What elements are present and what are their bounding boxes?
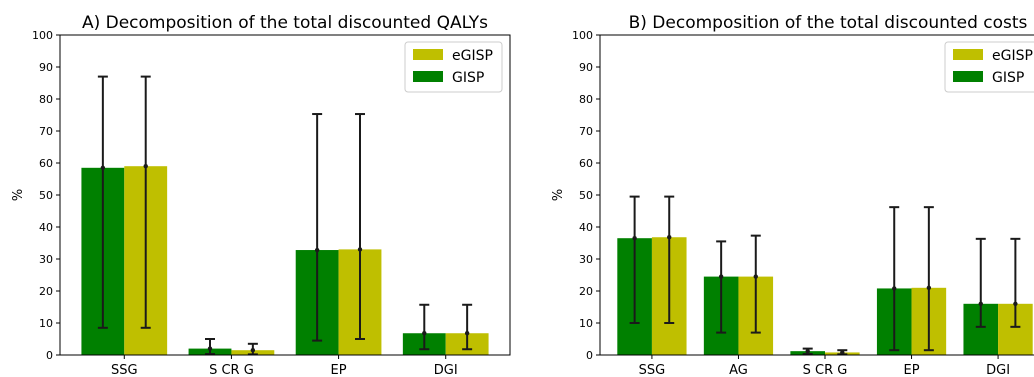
legend-swatch-egisp — [413, 49, 443, 60]
mean-marker-gisp-ep — [892, 286, 897, 291]
legend-label-gisp: GISP — [992, 70, 1024, 86]
mean-marker-gisp-s-cr-g — [207, 346, 213, 351]
mean-marker-egisp-ssg — [667, 235, 672, 240]
x-tick-label: SSG — [639, 363, 666, 377]
x-tick-label: S CR G — [803, 363, 848, 377]
y-tick-label: 40 — [39, 221, 53, 234]
y-tick-label: 80 — [39, 93, 53, 106]
y-tick-label: 90 — [579, 61, 593, 74]
y-tick-label: 90 — [39, 61, 53, 74]
y-axis-label: % — [551, 189, 566, 201]
mean-marker-gisp-dgi — [422, 331, 427, 336]
y-tick-label: 0 — [46, 349, 53, 362]
x-tick-label: EP — [904, 363, 920, 377]
y-tick-label: 30 — [579, 253, 593, 266]
x-tick-label: SSG — [111, 363, 138, 377]
mean-marker-egisp-ep — [357, 247, 363, 252]
chart-panel-a: A) Decomposition of the total discounted… — [11, 13, 511, 377]
y-tick-label: 80 — [579, 93, 593, 106]
x-tick-label: AG — [729, 363, 748, 377]
mean-marker-egisp-dgi — [464, 331, 470, 336]
y-tick-label: 40 — [579, 221, 593, 234]
mean-marker-egisp-ep — [926, 285, 932, 290]
y-tick-label: 30 — [39, 253, 53, 266]
legend-label-egisp: eGISP — [992, 48, 1033, 64]
x-tick-label: S CR G — [209, 363, 254, 377]
y-tick-label: 60 — [39, 157, 53, 170]
legend: eGISP GISP — [404, 41, 503, 93]
y-tick-label: 60 — [579, 157, 593, 170]
mean-marker-egisp-s-cr-g — [840, 350, 845, 355]
legend-swatch-gisp — [413, 71, 443, 82]
mean-marker-gisp-ssg — [100, 165, 106, 170]
x-tick-label: EP — [331, 363, 347, 377]
y-tick-label: 20 — [39, 285, 53, 298]
y-tick-label: 10 — [579, 317, 593, 330]
mean-marker-gisp-dgi — [978, 301, 983, 306]
legend-swatch-egisp — [953, 49, 983, 60]
y-tick-label: 10 — [39, 317, 53, 330]
mean-marker-gisp-s-cr-g — [805, 348, 810, 354]
mean-marker-gisp-ep — [314, 247, 320, 253]
chart-panel-b: B) Decomposition of the total discounted… — [551, 13, 1034, 377]
y-tick-label: 70 — [39, 125, 53, 138]
y-tick-label: 70 — [579, 125, 593, 138]
x-tick-label: DGI — [434, 363, 458, 377]
mean-marker-gisp-ag — [718, 274, 724, 279]
y-axis-label: % — [11, 189, 26, 201]
mean-marker-egisp-ssg — [143, 164, 148, 169]
legend-swatch-gisp — [953, 71, 983, 82]
chart-title: B) Decomposition of the total discounted… — [629, 13, 1028, 33]
legend-label-egisp: eGISP — [452, 48, 493, 64]
mean-marker-egisp-dgi — [1013, 301, 1018, 306]
x-tick-label: DGI — [986, 363, 1010, 377]
mean-marker-gisp-ssg — [632, 236, 637, 241]
mean-marker-egisp-ag — [753, 274, 758, 279]
y-tick-label: 100 — [32, 29, 53, 42]
legend: eGISP GISP — [944, 41, 1034, 93]
y-tick-label: 50 — [579, 189, 593, 202]
y-tick-label: 100 — [572, 29, 593, 42]
y-tick-label: 20 — [579, 285, 593, 298]
chart-title: A) Decomposition of the total discounted… — [82, 13, 488, 33]
y-tick-label: 50 — [39, 189, 53, 202]
mean-marker-egisp-s-cr-g — [250, 348, 256, 353]
legend-label-gisp: GISP — [452, 70, 484, 86]
y-tick-label: 0 — [586, 349, 593, 362]
